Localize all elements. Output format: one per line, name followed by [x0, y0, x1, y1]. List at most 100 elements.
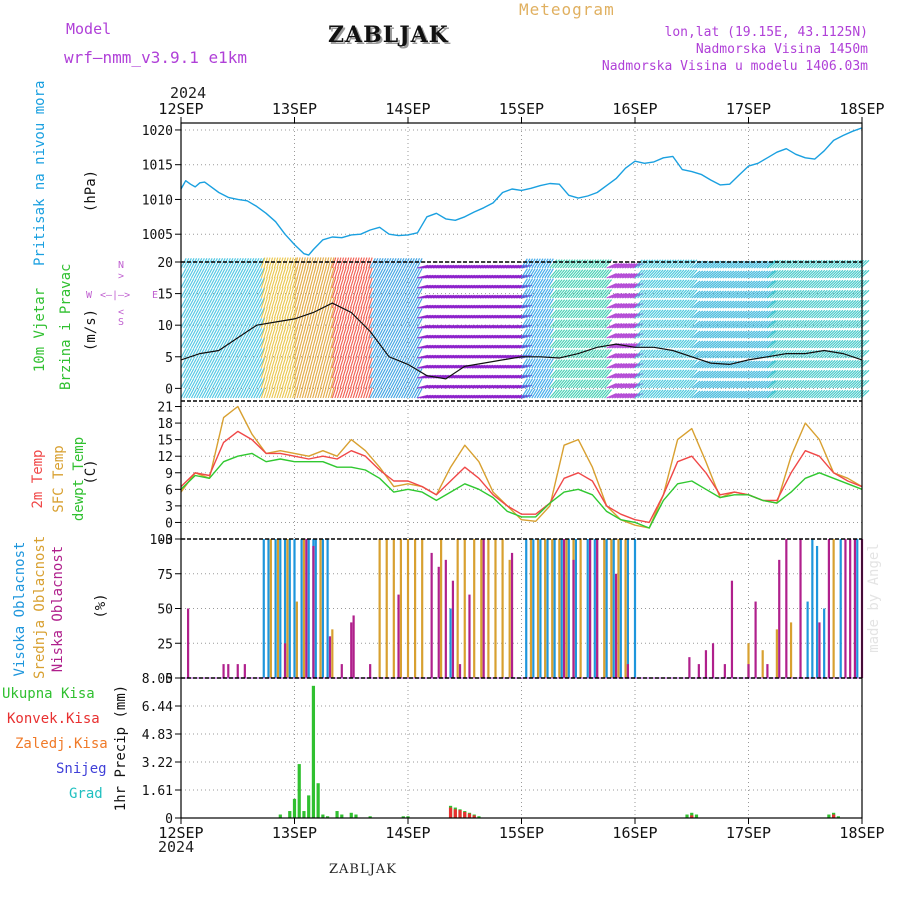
- bar-visoka-oblacnost: [326, 539, 329, 678]
- wind-barb-1: [266, 337, 271, 349]
- compass-arrow-down: <: [118, 307, 125, 318]
- wind-barb-9: [681, 359, 690, 369]
- bar-ukupna-kisa: [340, 814, 344, 818]
- wind-barb-7: [567, 359, 576, 369]
- wind-barb-5: [464, 284, 476, 289]
- wind-barb-9: [678, 309, 688, 319]
- wind-barb-9: [634, 279, 643, 289]
- bar-niska-oblacnost: [437, 566, 440, 678]
- wind-barb-7: [554, 379, 563, 389]
- wind-barb-11: [816, 269, 826, 279]
- bar-visoka-oblacnost: [605, 539, 608, 678]
- wind-barb-5: [484, 354, 496, 359]
- wind-barb-11: [790, 299, 800, 309]
- wind-barb-0: [227, 258, 234, 269]
- wind-barb-10: [712, 350, 722, 359]
- wind-barb-5: [500, 334, 512, 339]
- wind-barb-10: [745, 360, 756, 369]
- wind-barb-7: [604, 289, 613, 299]
- wind-barb-7: [583, 309, 592, 319]
- wind-barb-8: [616, 322, 628, 329]
- wind-barb-11: [826, 319, 836, 329]
- wind-barb-0: [245, 378, 252, 389]
- wind-barb-6: [541, 308, 549, 319]
- wind-barb-11: [831, 279, 841, 289]
- wind-barb-0: [196, 258, 203, 269]
- wind-barb-2: [327, 367, 332, 379]
- wind-barb-11: [769, 309, 779, 319]
- wind-barb-5: [440, 364, 452, 369]
- wind-barb-10: [719, 290, 730, 299]
- wind-barb-5: [430, 304, 442, 309]
- wind-barb-0: [219, 308, 226, 319]
- wind-barb-9: [663, 279, 672, 289]
- wind-barb-0: [248, 388, 255, 399]
- wind-barb-5: [458, 314, 470, 319]
- wind-barb-7: [604, 299, 613, 309]
- wind-barb-11: [798, 389, 807, 399]
- wind-barb-7: [588, 269, 597, 279]
- wind-barb-0: [232, 328, 239, 339]
- wind-barb-11: [769, 289, 779, 299]
- wind-barb-10: [727, 330, 737, 339]
- wind-barb-10: [753, 330, 763, 339]
- wind-barb-2: [312, 317, 317, 329]
- wind-barb-2: [314, 387, 319, 399]
- bar-niska-oblacnost: [747, 664, 750, 678]
- wind-barb-10: [758, 320, 769, 329]
- wind-barb-0: [185, 378, 192, 389]
- wind-barb-11: [824, 339, 833, 349]
- wind-barb-4: [403, 288, 410, 299]
- wind-barb-5: [510, 264, 522, 269]
- wind-barb-11: [790, 259, 800, 269]
- wind-barb-10: [735, 340, 745, 349]
- wind-barb-11: [779, 359, 789, 369]
- wind-barb-1: [289, 357, 294, 369]
- wind-barb-10: [696, 300, 706, 309]
- wind-barb-6: [544, 268, 552, 279]
- wind-barb-9: [642, 359, 651, 369]
- wind-barb-5: [422, 314, 434, 319]
- wind-barb-5: [451, 314, 463, 319]
- wind-barb-9: [665, 329, 675, 339]
- wind-barb-4: [403, 278, 410, 289]
- xtick-label-top: 15SEP: [499, 100, 544, 118]
- wind-barb-10: [738, 310, 748, 319]
- wind-barb-6: [546, 268, 554, 279]
- wind-barb-5: [458, 284, 470, 289]
- bar-niska-oblacnost: [236, 664, 239, 678]
- wind-barb-11: [850, 359, 859, 369]
- bar-niska-oblacnost: [596, 539, 599, 678]
- wind-barb-9: [681, 289, 690, 299]
- wind-barb-0: [237, 318, 244, 329]
- wind-barb-7: [593, 379, 602, 389]
- wind-barb-11: [829, 309, 839, 319]
- wind-barb-9: [634, 369, 643, 379]
- wind-barb-7: [559, 319, 568, 329]
- wind-barb-7: [583, 329, 592, 339]
- wind-barb-7: [578, 309, 587, 319]
- wind-barb-9: [650, 389, 659, 399]
- wind-barb-7: [557, 349, 566, 359]
- wind-barb-9: [678, 339, 688, 349]
- wind-barb-6: [539, 288, 547, 299]
- wind-barb-7: [565, 359, 574, 369]
- wind-barb-4: [406, 328, 413, 339]
- wind-barb-0: [232, 268, 239, 279]
- wind-barb-5: [425, 364, 437, 369]
- wind-barb-11: [785, 389, 794, 399]
- wind-barb-8: [606, 302, 617, 309]
- wind-barb-6: [546, 298, 554, 309]
- wind-barb-3: [334, 307, 339, 319]
- wind-barb-7: [583, 389, 592, 399]
- wind-barb-0: [222, 348, 229, 359]
- wind-barb-0: [211, 288, 218, 299]
- wind-barb-9: [660, 379, 669, 389]
- wind-barb-4: [408, 348, 415, 359]
- wind-barb-3: [336, 257, 342, 269]
- wind-barb-5: [503, 324, 515, 329]
- wind-barb-3: [342, 357, 347, 369]
- wind-barb-5: [487, 394, 499, 399]
- wind-barb-1: [286, 277, 292, 289]
- wind-barb-4: [390, 378, 397, 389]
